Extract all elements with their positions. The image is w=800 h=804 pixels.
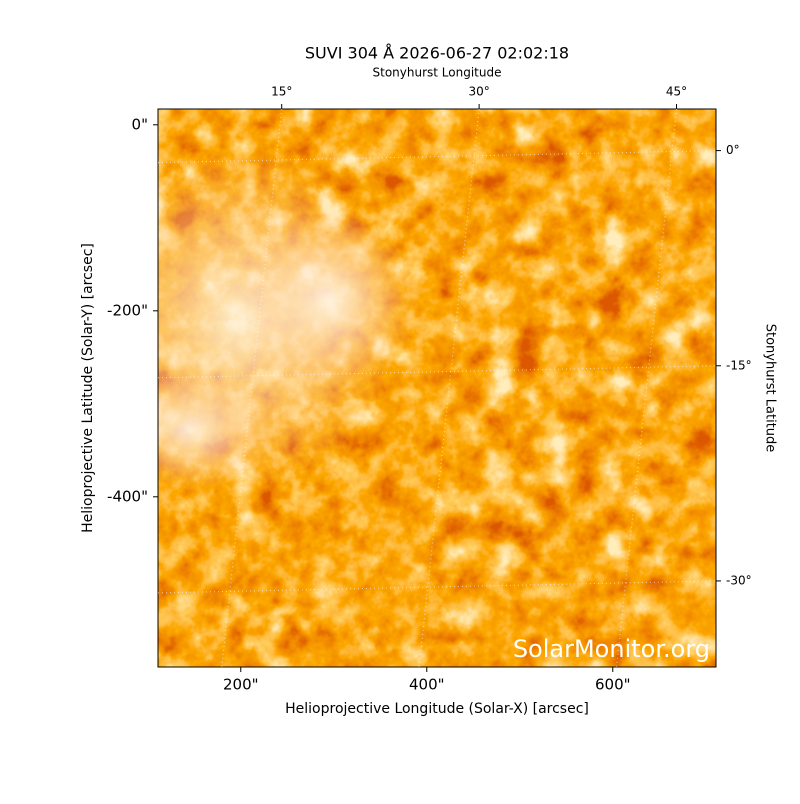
- y-label: Helioprojective Latitude (Solar-Y) [arcs…: [80, 243, 96, 533]
- x-tick-label: 600": [595, 676, 631, 694]
- watermark: SolarMonitor.org: [513, 635, 710, 663]
- chart-title: SUVI 304 Å 2026-06-27 02:02:18: [305, 44, 569, 63]
- y-tick-label: 0": [132, 115, 148, 133]
- solar-image: [158, 109, 716, 667]
- plot-frame: [157, 108, 717, 668]
- y2-tick-label: -15°: [726, 358, 752, 372]
- x2-tick-label: 30°: [468, 85, 489, 99]
- grid-line: [418, 108, 480, 668]
- x2-tick-label: 15°: [271, 85, 292, 99]
- x2-tick-label: 45°: [666, 85, 687, 99]
- y-tick-label: -200": [107, 301, 148, 319]
- grid-line: [616, 108, 678, 668]
- x2-label: Stonyhurst Longitude: [373, 66, 502, 80]
- x-tick-label: 400": [409, 676, 445, 694]
- grid-line: [221, 108, 283, 668]
- y2-label: Stonyhurst Latitude: [763, 324, 778, 453]
- y2-tick-label: 0°: [726, 143, 740, 157]
- y-tick-label: -400": [107, 487, 148, 505]
- x-tick-label: 200": [223, 676, 259, 694]
- y2-tick-label: -30°: [726, 573, 752, 587]
- x-label: Helioprojective Longitude (Solar-X) [arc…: [285, 701, 589, 717]
